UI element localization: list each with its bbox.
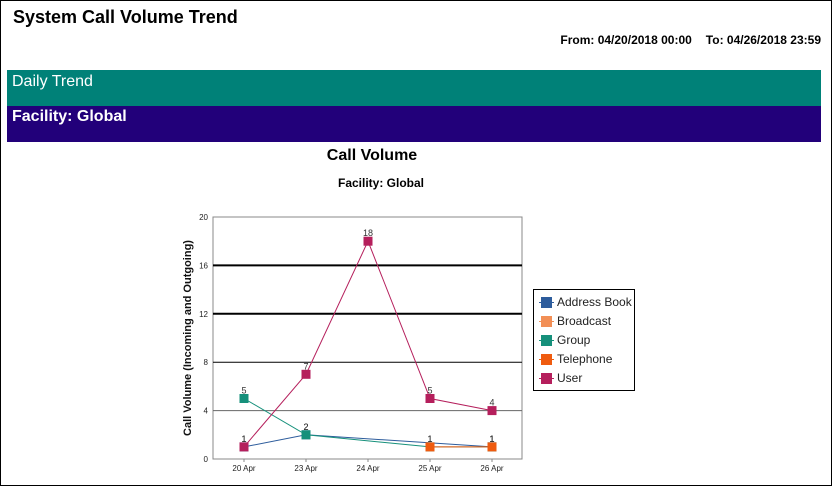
y-tick-label: 12 <box>199 310 208 319</box>
data-label: 5 <box>427 386 432 396</box>
x-tick-label: 24 Apr <box>356 464 379 473</box>
date-range: From: 04/20/2018 00:00 To: 04/26/2018 23:… <box>560 33 821 47</box>
legend-item: Group <box>534 330 634 349</box>
from-label: From: <box>560 33 595 47</box>
x-tick-label: 23 Apr <box>294 464 317 473</box>
data-label: 4 <box>489 398 494 408</box>
data-label: 5 <box>241 386 246 396</box>
to-label: To: <box>705 33 724 47</box>
data-point <box>301 369 311 379</box>
data-label: 18 <box>363 228 373 238</box>
y-tick-label: 20 <box>199 213 208 222</box>
legend-label: User <box>557 370 583 385</box>
legend-item: User <box>534 368 634 387</box>
x-tick-label: 25 Apr <box>418 464 441 473</box>
data-point <box>425 394 435 403</box>
y-tick-label: 16 <box>199 261 208 270</box>
data-label: 1 <box>241 434 246 444</box>
data-label: 2 <box>303 422 308 432</box>
legend-label: Telephone <box>557 351 613 366</box>
legend-label: Broadcast <box>557 313 612 328</box>
y-tick-label: 0 <box>204 455 209 464</box>
y-tick-label: 8 <box>204 358 209 367</box>
chart-subtitle: Facility: Global <box>337 176 424 190</box>
legend-marker <box>541 353 552 365</box>
legend-swatch <box>539 372 554 384</box>
from-value: 04/20/2018 00:00 <box>597 33 692 47</box>
legend-marker <box>541 315 552 327</box>
x-tick-label: 20 Apr <box>232 464 255 473</box>
data-label: 1 <box>489 434 494 444</box>
legend-label: Address Book <box>557 294 632 309</box>
daily-trend-band: Daily Trend <box>7 70 821 106</box>
data-point <box>239 394 249 403</box>
data-point <box>363 236 373 246</box>
legend-item: Broadcast <box>534 311 634 330</box>
legend-swatch <box>539 296 554 308</box>
data-label: 1 <box>241 434 246 444</box>
data-point <box>487 406 497 416</box>
legend-swatch <box>539 353 554 365</box>
data-point <box>301 430 311 440</box>
legend-swatch <box>539 315 554 327</box>
legend-marker <box>541 334 552 346</box>
data-point <box>239 442 249 452</box>
to-value: 04/26/2018 23:59 <box>726 33 821 47</box>
legend-swatch <box>539 334 554 346</box>
legend-marker <box>541 296 552 308</box>
legend-label: Group <box>557 332 591 347</box>
data-label: 1 <box>489 434 494 444</box>
data-point <box>425 442 435 452</box>
data-point <box>487 442 497 452</box>
legend-item: Address Book <box>534 292 634 311</box>
legend-marker <box>541 372 552 384</box>
chart-title: Call Volume <box>326 147 418 164</box>
y-axis-label: Call Volume (Incoming and Outgoing) <box>182 240 194 436</box>
data-label: 1 <box>489 434 494 444</box>
x-tick-label: 26 Apr <box>480 464 503 473</box>
facility-band: Facility: Global <box>7 106 821 142</box>
chart-legend: Address Book Broadcast Group Telephone User <box>533 289 635 391</box>
legend-item: Telephone <box>534 349 634 368</box>
data-label: 1 <box>427 434 432 444</box>
data-label: 1 <box>427 434 432 444</box>
y-tick-label: 4 <box>204 407 209 416</box>
plot-area <box>212 216 523 460</box>
data-label: 2 <box>303 422 308 432</box>
report-title: System Call Volume Trend <box>13 7 238 27</box>
data-label: 7 <box>303 361 308 371</box>
